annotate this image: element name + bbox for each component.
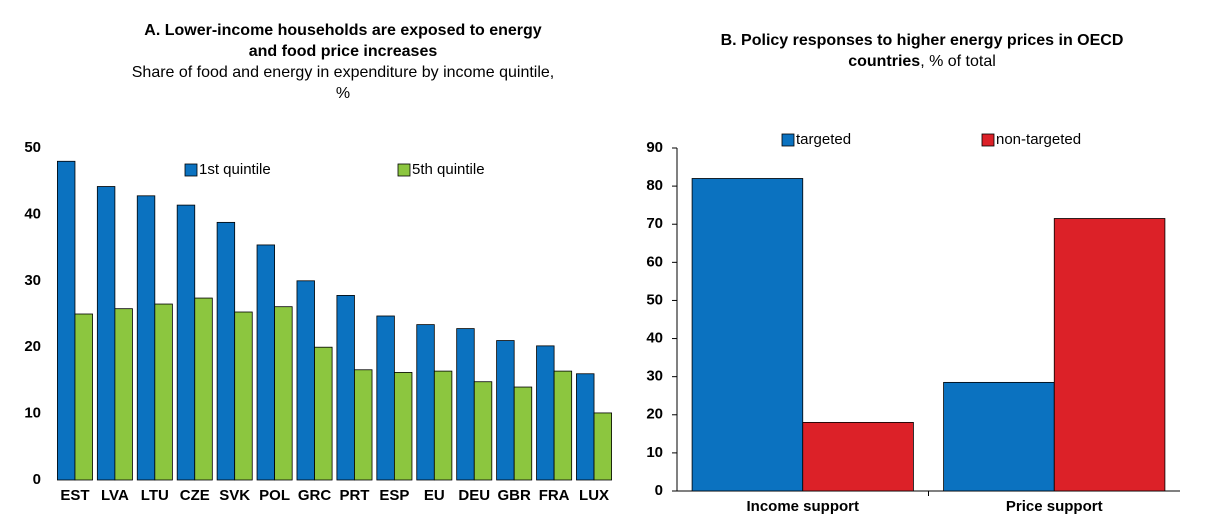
bar [274, 306, 293, 481]
x-tick-label: LTU [141, 487, 169, 504]
bar [802, 421, 914, 492]
legend-label: 5th quintile [412, 161, 485, 178]
legend-label: non-targeted [996, 131, 1081, 148]
chart-title: B. Policy responses to higher energy pri… [720, 32, 1124, 70]
y-tick-label: 40 [646, 330, 663, 347]
chart-subtitle: , % of total [920, 53, 996, 70]
y-tick-label: 0 [33, 471, 41, 488]
chart-b-heading: B. Policy responses to higher energy pri… [712, 30, 1132, 72]
legend-swatch [781, 133, 795, 147]
x-tick-label: Price support [1006, 498, 1103, 515]
y-tick-label: 60 [646, 253, 663, 270]
x-tick-label: ESP [379, 487, 409, 504]
bar [536, 345, 555, 481]
bar [74, 313, 93, 481]
x-tick-label: EST [60, 487, 89, 504]
bar [96, 186, 116, 481]
y-tick-label: 20 [646, 406, 663, 423]
x-tick-label: POL [259, 487, 290, 504]
y-tick-label: 10 [24, 405, 41, 422]
x-tick-label: EU [424, 487, 445, 504]
y-tick-label: 40 [24, 205, 41, 222]
bar [256, 244, 276, 481]
x-tick-label: GBR [498, 487, 532, 504]
bar [114, 308, 133, 481]
bar [473, 381, 493, 481]
y-tick-label: 90 [646, 139, 663, 156]
y-tick-label: 50 [646, 291, 663, 308]
bar [136, 195, 156, 481]
bar [496, 340, 515, 481]
chart-subtitle: Share of food and energy in expenditure … [131, 64, 555, 102]
bar [336, 295, 355, 481]
bar [513, 386, 533, 481]
x-tick-label: GRC [298, 487, 332, 504]
y-tick-label: 10 [646, 444, 663, 461]
chart-a-heading: A. Lower-income households are exposed t… [128, 20, 558, 104]
y-tick-label: 70 [646, 215, 663, 232]
legend-swatch [397, 163, 411, 177]
x-tick-label: LUX [579, 487, 609, 504]
bar [296, 280, 315, 481]
x-tick-label: LVA [101, 487, 129, 504]
bar [56, 160, 76, 481]
bar [314, 346, 333, 481]
bar [393, 372, 413, 481]
bar [216, 221, 236, 481]
y-tick-label: 0 [655, 482, 663, 499]
bar [943, 381, 1055, 492]
bar [1053, 218, 1166, 492]
bar [456, 328, 475, 481]
x-tick-label: DEU [458, 487, 490, 504]
legend-label: 1st quintile [199, 161, 271, 178]
bar [691, 178, 804, 492]
bar [376, 315, 395, 481]
x-tick-label: PRT [339, 487, 369, 504]
bar [154, 303, 173, 481]
bar [553, 370, 573, 481]
bar [593, 412, 613, 481]
x-tick-label: CZE [180, 487, 210, 504]
y-tick-label: 30 [24, 272, 41, 289]
legend-label: targeted [796, 131, 851, 148]
bar [194, 297, 213, 481]
legend-swatch [184, 163, 198, 177]
bar [176, 204, 196, 481]
bar [354, 369, 373, 481]
bar [416, 324, 435, 481]
x-tick-label: Income support [746, 498, 859, 515]
legend-swatch [981, 133, 995, 147]
bar [433, 370, 453, 481]
chart-title: A. Lower-income households are exposed t… [144, 22, 542, 60]
y-tick-label: 30 [646, 368, 663, 385]
y-tick-label: 50 [24, 139, 41, 156]
x-tick-label: SVK [219, 487, 250, 504]
y-tick-label: 80 [646, 177, 663, 194]
y-tick-label: 20 [24, 338, 41, 355]
bar [576, 373, 595, 481]
bar [234, 311, 253, 481]
x-tick-label: FRA [539, 487, 570, 504]
